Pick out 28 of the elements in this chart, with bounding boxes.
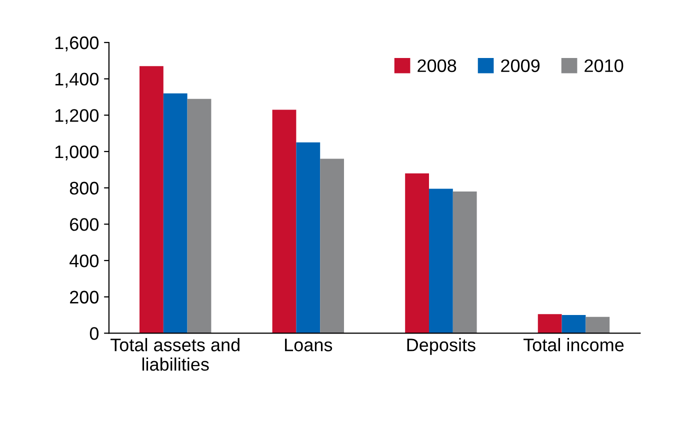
y-tick-label: 800 — [70, 182, 99, 195]
x-tick-label: Total income — [523, 338, 624, 352]
legend-label: 2009 — [501, 59, 540, 72]
bar — [272, 110, 296, 334]
legend-label: 2008 — [418, 59, 456, 72]
y-tick-label: 200 — [70, 290, 99, 304]
y-tick-label: 1,000 — [55, 145, 99, 160]
bar — [538, 314, 562, 334]
y-tick-label: 400 — [70, 254, 99, 268]
y-tick-label: 1,600 — [55, 36, 99, 52]
x-tick-label: Loans — [285, 338, 332, 352]
bar — [296, 142, 320, 334]
bar — [562, 315, 586, 334]
legend-label: 2010 — [584, 59, 624, 72]
bar — [320, 158, 344, 334]
y-tick-label: 1,400 — [55, 72, 99, 88]
y-tick-label: 0 — [90, 327, 99, 340]
bar — [187, 98, 212, 334]
bar — [140, 66, 164, 334]
bar — [586, 316, 610, 334]
bar — [405, 173, 429, 334]
bar — [452, 191, 477, 334]
y-tick-label: 1,200 — [55, 109, 99, 124]
x-tick-label: Total assets and liabilities — [110, 338, 240, 371]
y-tick-label: 600 — [70, 218, 99, 231]
bar — [428, 188, 453, 334]
bar — [163, 93, 188, 334]
x-tick-label: Deposits — [407, 338, 476, 355]
